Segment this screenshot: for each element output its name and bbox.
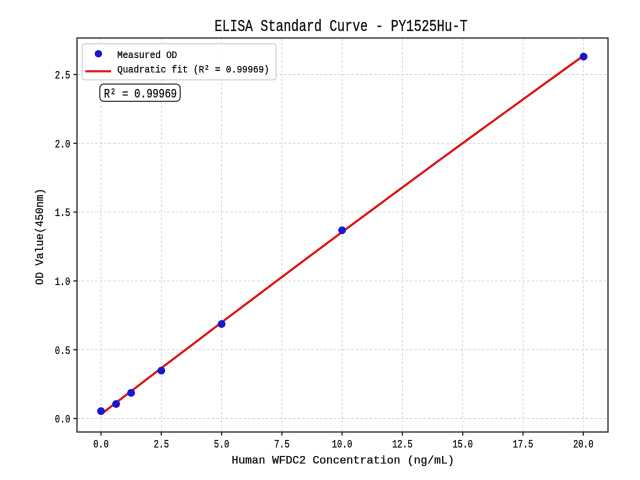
svg-text:0.5: 0.5 (55, 346, 70, 358)
svg-text:12.5: 12.5 (392, 439, 412, 451)
svg-text:1.0: 1.0 (55, 277, 70, 289)
svg-text:Measured OD: Measured OD (117, 50, 177, 62)
svg-text:0.0: 0.0 (55, 415, 70, 427)
svg-text:2.0: 2.0 (55, 139, 70, 151)
svg-text:2.5: 2.5 (55, 71, 70, 83)
svg-text:Human WFDC2 Concentration (ng/: Human WFDC2 Concentration (ng/mL) (232, 455, 455, 467)
svg-text:7.5: 7.5 (274, 439, 289, 451)
svg-text:15.0: 15.0 (453, 439, 473, 451)
svg-text:10.0: 10.0 (332, 439, 352, 451)
svg-text:2.5: 2.5 (154, 439, 169, 451)
svg-text:OD Value(450nm): OD Value(450nm) (35, 188, 47, 285)
svg-text:1.5: 1.5 (55, 208, 70, 220)
svg-text:17.5: 17.5 (513, 439, 533, 451)
svg-text:20.0: 20.0 (573, 439, 593, 451)
svg-text:R² = 0.99969: R² = 0.99969 (104, 87, 177, 102)
svg-text:ELISA Standard Curve - PY1525H: ELISA Standard Curve - PY1525Hu-T (215, 18, 468, 36)
svg-text:5.0: 5.0 (214, 439, 229, 451)
svg-text:0.0: 0.0 (93, 439, 108, 451)
svg-text:Quadratic fit (R² = 0.99969): Quadratic fit (R² = 0.99969) (117, 64, 269, 76)
